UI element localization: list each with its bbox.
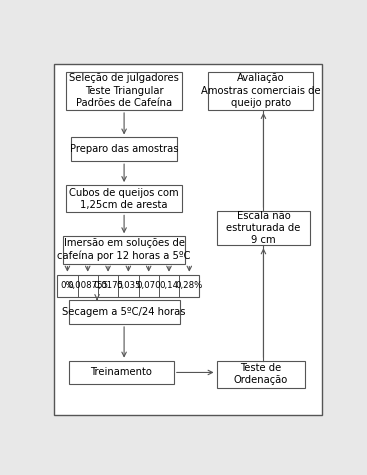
FancyBboxPatch shape bbox=[217, 210, 310, 246]
Text: Imersão em soluções de
cafeína por 12 horas a 5ºC: Imersão em soluções de cafeína por 12 ho… bbox=[57, 238, 191, 261]
Text: Seleção de julgadores
Teste Triangular
Padrões de Cafeína: Seleção de julgadores Teste Triangular P… bbox=[69, 74, 179, 108]
Text: 0,070: 0,070 bbox=[137, 281, 161, 290]
Text: Escala não
estruturada de
9 cm: Escala não estruturada de 9 cm bbox=[226, 210, 301, 246]
Text: Secagem a 5ºC/24 horas: Secagem a 5ºC/24 horas bbox=[62, 307, 186, 317]
Text: Avaliação
Amostras comerciais de
queijo prato: Avaliação Amostras comerciais de queijo … bbox=[201, 74, 320, 108]
Text: Treinamento: Treinamento bbox=[90, 368, 152, 378]
FancyBboxPatch shape bbox=[66, 185, 182, 212]
Text: Preparo das amostras: Preparo das amostras bbox=[70, 144, 178, 154]
FancyBboxPatch shape bbox=[69, 300, 179, 324]
FancyBboxPatch shape bbox=[57, 275, 200, 296]
Text: 0,14: 0,14 bbox=[159, 281, 179, 290]
Text: Cubos de queijos com
1,25cm de aresta: Cubos de queijos com 1,25cm de aresta bbox=[69, 188, 179, 210]
FancyBboxPatch shape bbox=[54, 64, 322, 416]
FancyBboxPatch shape bbox=[217, 361, 305, 388]
Text: 0,28%: 0,28% bbox=[176, 281, 203, 290]
Text: 0,035: 0,035 bbox=[116, 281, 141, 290]
FancyBboxPatch shape bbox=[208, 72, 313, 110]
FancyBboxPatch shape bbox=[69, 361, 174, 384]
FancyBboxPatch shape bbox=[63, 236, 185, 264]
Text: Teste de
Ordenação: Teste de Ordenação bbox=[233, 363, 288, 386]
Text: 0%: 0% bbox=[61, 281, 74, 290]
FancyBboxPatch shape bbox=[72, 137, 177, 161]
Text: 0,0175: 0,0175 bbox=[93, 281, 123, 290]
FancyBboxPatch shape bbox=[66, 72, 182, 110]
Text: 0,008755: 0,008755 bbox=[67, 281, 108, 290]
